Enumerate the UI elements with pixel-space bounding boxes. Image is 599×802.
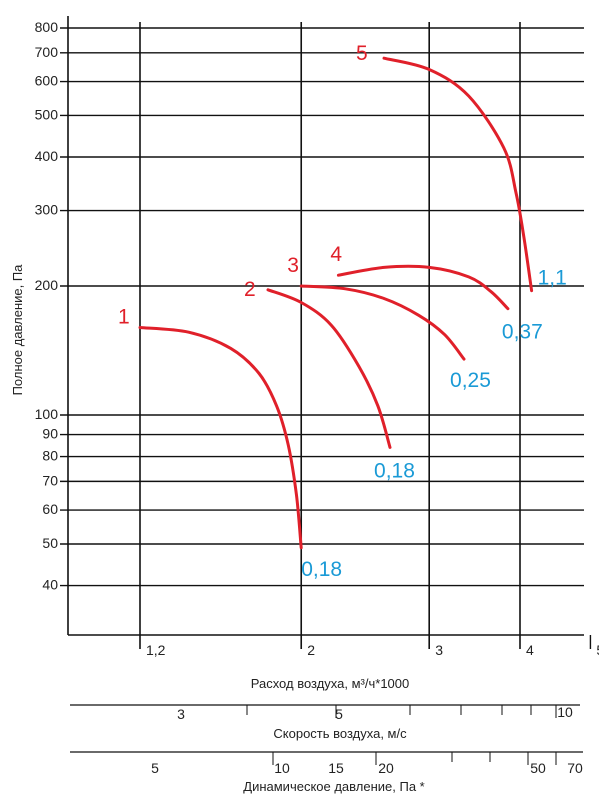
x-tick-label: 3	[435, 642, 443, 658]
y-tick-label: 100	[35, 406, 59, 422]
velocity-tick-10: 10	[557, 704, 573, 720]
dynamic-tick-10: 10	[274, 760, 290, 776]
x-tick-label: 2	[307, 642, 315, 658]
curve-number-label: 5	[356, 42, 368, 65]
grid-layer	[60, 16, 592, 649]
x-axis-title: Расход воздуха, м³/ч*1000	[251, 676, 410, 691]
dynamic-tick-50: 50	[530, 760, 546, 776]
y-tick-label: 300	[35, 202, 59, 218]
y-tick-label: 200	[35, 277, 59, 293]
fan-curve-4	[336, 264, 510, 311]
y-tick-label: 40	[42, 577, 58, 593]
y-tick-label: 60	[42, 501, 58, 517]
x-tick-label: 1,2	[146, 642, 166, 658]
fan-curve-1	[138, 326, 303, 550]
y-tick-label: 600	[35, 73, 59, 89]
velocity-tick-3: 3	[177, 706, 185, 722]
x-tick-label: 4	[526, 642, 534, 658]
fan-curve-5	[382, 56, 534, 293]
y-tick-label: 90	[42, 426, 58, 442]
y-tick-label: 800	[35, 19, 59, 35]
dynamic-tick-70: 70	[567, 760, 583, 776]
y-tick-label: 700	[35, 44, 59, 60]
motor-power-label: 0,37	[502, 321, 543, 344]
y-axis-title: Полное давление, Па	[10, 264, 25, 396]
velocity-tick-5: 5	[335, 706, 343, 722]
velocity-axis-title: Скорость воздуха, м/с	[273, 726, 407, 741]
motor-power-label: 1,1	[538, 267, 567, 290]
motor-power-label: 0,25	[450, 369, 491, 392]
curve-number-label: 2	[244, 278, 256, 301]
dynamic-tick-15: 15	[328, 760, 344, 776]
fan-curve-2	[266, 288, 392, 449]
dynamic-tick-5: 5	[151, 760, 159, 776]
y-tick-label: 400	[35, 148, 59, 164]
dynamic-pressure-axis: 5 10 15 20 50 70 Динамическое давление, …	[70, 751, 583, 794]
labels-layer: 800 700 600 500 400 300 200 100 90 80 70 60 50 40 1,2 2…	[35, 19, 599, 658]
curves-layer	[138, 56, 534, 550]
dynamic-axis-title: Динамическое давление, Па *	[243, 779, 424, 794]
y-tick-label: 50	[42, 535, 58, 551]
y-tick-label: 500	[35, 106, 59, 122]
motor-power-label: 0,18	[301, 558, 342, 581]
y-tick-label: 70	[42, 472, 58, 488]
dynamic-tick-20: 20	[378, 760, 394, 776]
curve-number-label: 4	[330, 243, 342, 266]
x-tick-label: 5	[596, 642, 599, 658]
curve-number-label: 3	[287, 254, 299, 277]
motor-power-label: 0,18	[374, 459, 415, 482]
velocity-axis: 3 5 10 Скорость воздуха, м/с	[70, 704, 580, 741]
fan-curve-3	[299, 284, 466, 361]
curve-number-label: 1	[118, 306, 130, 329]
y-tick-label: 80	[42, 448, 58, 464]
